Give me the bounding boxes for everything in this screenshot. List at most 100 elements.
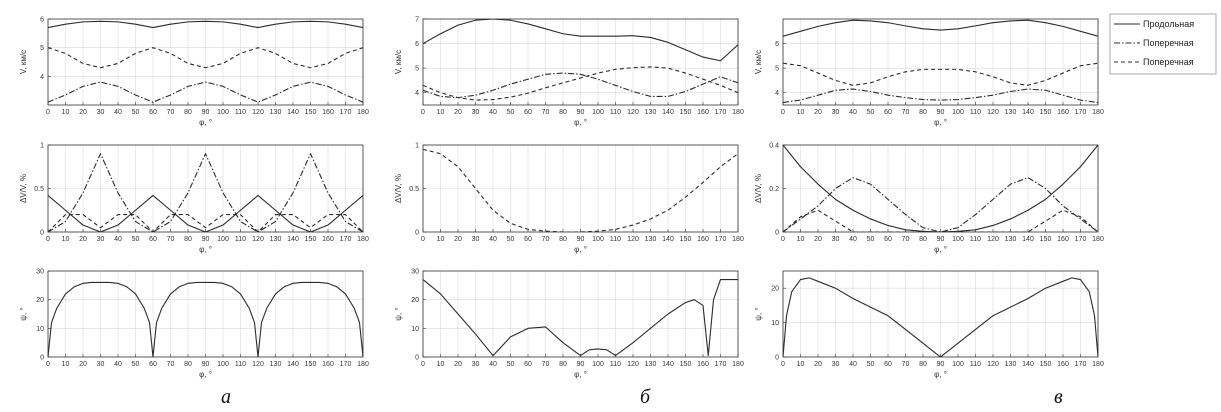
x-tick-label: 40 [489,109,497,116]
y-tick-label: 6 [415,41,419,48]
x-tick-label: 90 [937,236,945,243]
x-tick-label: 80 [184,361,192,368]
y-axis-label: V, км/с [754,50,763,74]
x-tick-label: 160 [697,236,709,243]
x-tick-label: 20 [79,109,87,116]
x-tick-label: 80 [559,361,567,368]
x-tick-label: 160 [322,236,334,243]
x-tick-label: 10 [437,109,445,116]
x-tick-label: 110 [970,236,981,243]
x-tick-label: 80 [184,236,192,243]
x-tick-label: 110 [610,361,621,368]
x-tick-label: 50 [507,361,515,368]
x-tick-label: 180 [357,109,369,116]
x-axis-label: φ, ° [934,245,947,254]
x-tick-label: 160 [322,361,334,368]
x-axis-label: φ, ° [199,118,212,127]
x-tick-label: 20 [814,361,822,368]
x-axis-label: φ, ° [574,245,587,254]
y-tick-label: 0 [775,355,779,362]
x-tick-label: 60 [149,109,157,116]
x-tick-label: 80 [919,109,927,116]
x-tick-label: 20 [454,361,462,368]
x-tick-label: 140 [662,236,674,243]
x-tick-label: 150 [680,361,692,368]
x-tick-label: 40 [114,361,122,368]
x-tick-label: 20 [79,236,87,243]
x-tick-label: 140 [287,109,299,116]
y-tick-label: 0 [415,355,419,362]
x-tick-label: 70 [902,109,910,116]
x-tick-label: 120 [987,236,999,243]
x-tick-label: 120 [252,236,264,243]
x-tick-label: 130 [270,361,282,368]
x-tick-label: 20 [814,236,822,243]
x-tick-label: 180 [732,109,744,116]
x-tick-label: 160 [697,109,709,116]
x-tick-label: 100 [952,236,964,243]
y-tick-label: 0 [775,230,779,237]
y-tick-label: 0 [415,230,419,237]
x-tick-label: 20 [814,109,822,116]
x-tick-label: 170 [715,236,727,243]
x-tick-label: 90 [937,109,945,116]
x-tick-label: 180 [1092,236,1104,243]
x-tick-label: 50 [867,361,875,368]
x-tick-label: 100 [217,109,229,116]
x-tick-label: 90 [202,109,210,116]
x-tick-label: 0 [421,109,425,116]
x-tick-label: 100 [952,109,964,116]
x-tick-label: 180 [1092,361,1104,368]
x-tick-label: 60 [884,361,892,368]
x-tick-label: 170 [715,361,727,368]
chart-b-anisotropy: 0 10 20 30 40 50 60 70 80 90 100 110 120 130 140 150 160… [394,143,744,255]
y-tick-label: 10 [411,326,419,333]
y-axis-label: ψ, ° [394,307,403,320]
x-tick-label: 160 [1057,109,1069,116]
x-tick-label: 100 [952,361,964,368]
x-tick-label: 70 [167,236,175,243]
x-tick-label: 10 [437,236,445,243]
x-tick-label: 180 [357,361,369,368]
x-tick-label: 110 [970,361,981,368]
y-tick-label: 20 [411,297,419,304]
x-tick-label: 140 [1022,109,1034,116]
x-tick-label: 70 [902,361,910,368]
x-tick-label: 110 [970,109,981,116]
x-tick-label: 170 [340,109,352,116]
chart-v-angle: 0 10 20 30 40 50 60 70 80 90 100 110 120 130 140 150 160… [754,271,1104,379]
x-tick-label: 0 [46,109,50,116]
x-tick-label: 110 [235,109,246,116]
x-tick-label: 40 [114,236,122,243]
x-tick-label: 30 [832,109,840,116]
x-tick-label: 140 [287,236,299,243]
x-tick-label: 60 [524,361,532,368]
chart-b-angle: 0 10 20 30 40 50 60 70 80 90 100 110 120 130 140 150 160… [394,269,744,380]
x-tick-label: 110 [235,361,246,368]
x-tick-label: 40 [114,109,122,116]
x-tick-label: 30 [97,236,105,243]
x-tick-label: 90 [202,361,210,368]
x-tick-label: 30 [472,109,480,116]
x-tick-label: 40 [849,109,857,116]
x-tick-label: 60 [149,236,157,243]
x-tick-label: 100 [592,361,604,368]
x-tick-label: 80 [919,361,927,368]
x-tick-label: 140 [287,361,299,368]
x-tick-label: 120 [987,361,999,368]
x-tick-label: 110 [610,109,621,116]
chart-a-angle: 0 10 20 30 40 50 60 70 80 90 100 110 120 130 140 150 160… [19,269,369,380]
x-tick-label: 100 [217,361,229,368]
x-tick-label: 150 [680,236,692,243]
y-tick-label: 0.4 [769,143,779,150]
panel-label-a: а [221,386,231,409]
y-tick-label: 0.2 [769,186,779,193]
chart-v-anisotropy: 0 10 20 30 40 50 60 70 80 90 100 110 120 130 140 150 160… [754,143,1104,255]
x-tick-label: 150 [1040,361,1052,368]
x-tick-label: 30 [832,236,840,243]
y-tick-label: 5 [415,66,419,73]
x-tick-label: 30 [97,109,105,116]
x-tick-label: 150 [1040,236,1052,243]
x-tick-label: 30 [472,236,480,243]
chart-a-velocity: 0 10 20 30 40 50 60 70 80 90 100 110 120 130 140 150 160… [19,17,369,128]
